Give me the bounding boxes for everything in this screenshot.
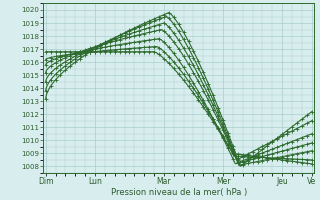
X-axis label: Pression niveau de la mer( hPa ): Pression niveau de la mer( hPa ) [111,188,247,197]
